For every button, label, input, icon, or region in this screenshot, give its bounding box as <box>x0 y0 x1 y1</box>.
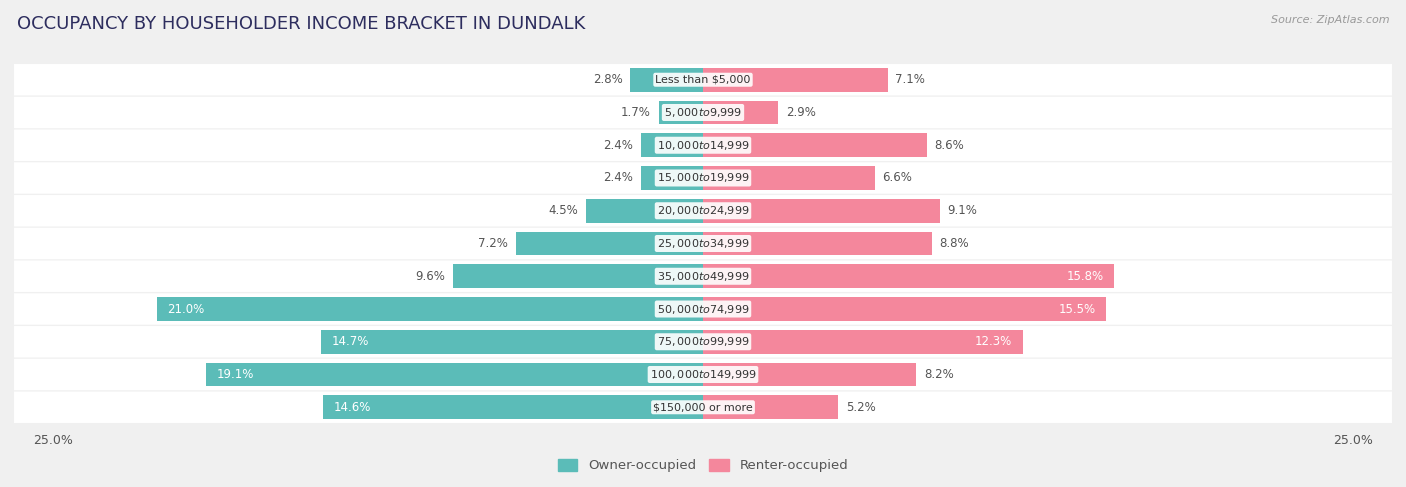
FancyBboxPatch shape <box>14 195 1392 226</box>
Text: 8.8%: 8.8% <box>939 237 969 250</box>
Bar <box>703 395 838 419</box>
Text: $50,000 to $74,999: $50,000 to $74,999 <box>657 302 749 316</box>
Text: 12.3%: 12.3% <box>976 335 1012 348</box>
Text: $25,000 to $34,999: $25,000 to $34,999 <box>657 237 749 250</box>
FancyBboxPatch shape <box>14 97 1392 128</box>
FancyBboxPatch shape <box>14 64 1392 95</box>
Text: $20,000 to $24,999: $20,000 to $24,999 <box>657 204 749 217</box>
Text: 2.4%: 2.4% <box>603 139 633 152</box>
Bar <box>703 232 932 255</box>
Text: 4.5%: 4.5% <box>548 204 578 217</box>
Text: $100,000 to $149,999: $100,000 to $149,999 <box>650 368 756 381</box>
Text: 1.7%: 1.7% <box>621 106 651 119</box>
FancyBboxPatch shape <box>14 162 1392 194</box>
FancyBboxPatch shape <box>14 130 1392 161</box>
Text: 9.6%: 9.6% <box>416 270 446 283</box>
Text: 7.2%: 7.2% <box>478 237 508 250</box>
Bar <box>703 166 875 190</box>
Bar <box>703 133 927 157</box>
Text: 21.0%: 21.0% <box>167 302 205 316</box>
Text: 8.2%: 8.2% <box>924 368 953 381</box>
FancyBboxPatch shape <box>14 326 1392 357</box>
Bar <box>630 68 703 92</box>
Text: Source: ZipAtlas.com: Source: ZipAtlas.com <box>1271 15 1389 25</box>
Bar <box>586 199 703 223</box>
Text: $10,000 to $14,999: $10,000 to $14,999 <box>657 139 749 152</box>
Bar <box>703 101 779 124</box>
Bar <box>323 395 703 419</box>
Bar <box>703 363 917 386</box>
Text: 6.6%: 6.6% <box>883 171 912 185</box>
Text: 15.8%: 15.8% <box>1066 270 1104 283</box>
Text: 2.9%: 2.9% <box>786 106 815 119</box>
Text: $35,000 to $49,999: $35,000 to $49,999 <box>657 270 749 283</box>
Text: 2.4%: 2.4% <box>603 171 633 185</box>
Text: $15,000 to $19,999: $15,000 to $19,999 <box>657 171 749 185</box>
FancyBboxPatch shape <box>14 392 1392 423</box>
Text: 7.1%: 7.1% <box>896 73 925 86</box>
Bar <box>703 297 1107 321</box>
Text: 19.1%: 19.1% <box>217 368 254 381</box>
Bar <box>703 68 887 92</box>
Bar <box>703 199 939 223</box>
Text: $150,000 or more: $150,000 or more <box>654 402 752 412</box>
Text: 2.8%: 2.8% <box>593 73 623 86</box>
Bar <box>207 363 703 386</box>
Bar <box>641 133 703 157</box>
Text: 14.7%: 14.7% <box>332 335 368 348</box>
FancyBboxPatch shape <box>14 293 1392 325</box>
FancyBboxPatch shape <box>14 359 1392 390</box>
Text: OCCUPANCY BY HOUSEHOLDER INCOME BRACKET IN DUNDALK: OCCUPANCY BY HOUSEHOLDER INCOME BRACKET … <box>17 15 585 33</box>
Text: $75,000 to $99,999: $75,000 to $99,999 <box>657 335 749 348</box>
Bar <box>641 166 703 190</box>
FancyBboxPatch shape <box>14 261 1392 292</box>
Bar <box>321 330 703 354</box>
Text: $5,000 to $9,999: $5,000 to $9,999 <box>664 106 742 119</box>
Text: 5.2%: 5.2% <box>846 401 876 414</box>
Text: 14.6%: 14.6% <box>333 401 371 414</box>
Bar <box>157 297 703 321</box>
Text: 9.1%: 9.1% <box>948 204 977 217</box>
Legend: Owner-occupied, Renter-occupied: Owner-occupied, Renter-occupied <box>553 453 853 477</box>
FancyBboxPatch shape <box>14 228 1392 259</box>
Text: 8.6%: 8.6% <box>935 139 965 152</box>
Text: 15.5%: 15.5% <box>1059 302 1095 316</box>
Bar <box>703 264 1114 288</box>
Text: Less than $5,000: Less than $5,000 <box>655 75 751 85</box>
Bar <box>659 101 703 124</box>
Bar <box>516 232 703 255</box>
Bar <box>453 264 703 288</box>
Bar <box>703 330 1022 354</box>
